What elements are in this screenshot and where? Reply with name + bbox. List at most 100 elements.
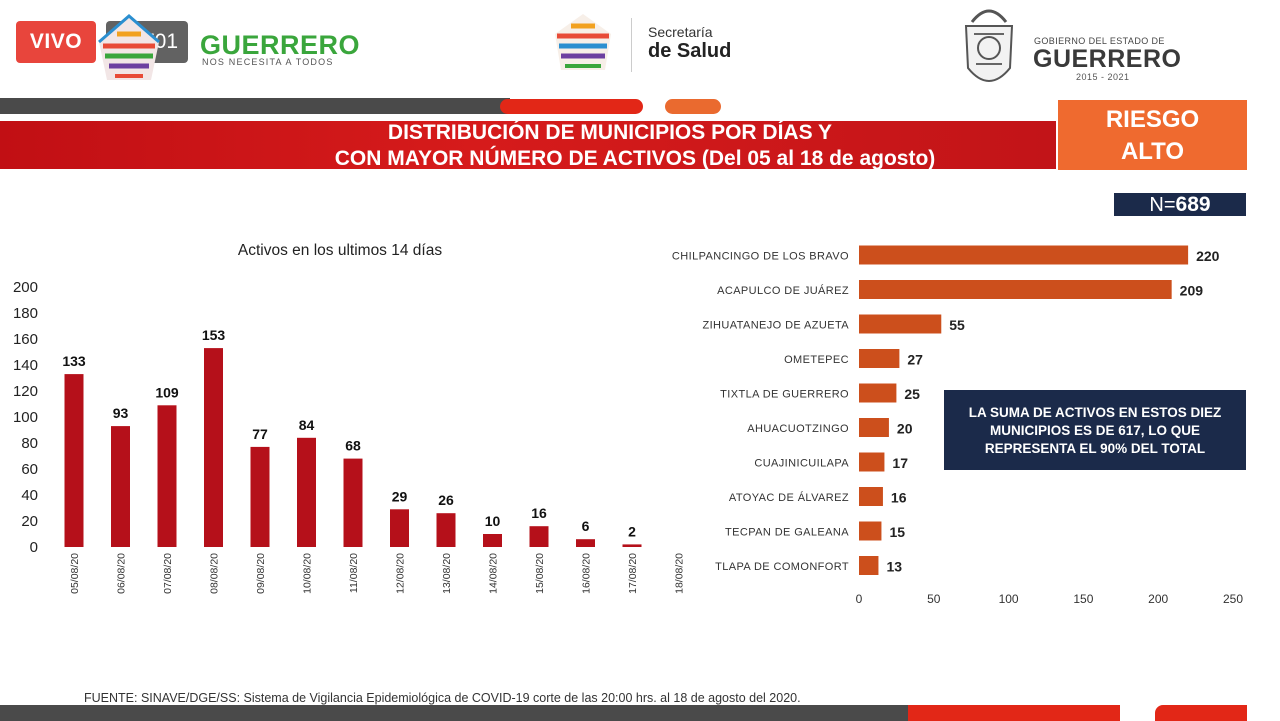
data-label: 77 bbox=[252, 426, 268, 442]
bar bbox=[859, 349, 900, 368]
data-label: 55 bbox=[949, 317, 965, 333]
info-box: LA SUMA DE ACTIVOS EN ESTOS DIEZ MUNICIP… bbox=[944, 390, 1246, 470]
x-tick-label: 18/08/20 bbox=[674, 553, 686, 594]
n-prefix: N= bbox=[1149, 194, 1176, 216]
y-tick-label: 200 bbox=[13, 279, 38, 296]
state-shield-icon bbox=[964, 9, 1014, 82]
bar bbox=[859, 521, 882, 541]
x-tick-label: 06/08/20 bbox=[116, 553, 128, 594]
data-label: 68 bbox=[345, 438, 361, 454]
data-label: 209 bbox=[1180, 283, 1204, 299]
n-value: 689 bbox=[1175, 193, 1211, 216]
category-label: OMETEPEC bbox=[784, 354, 849, 366]
category-label: TECPAN DE GALEANA bbox=[725, 527, 849, 539]
y-tick-label: 80 bbox=[21, 435, 38, 452]
data-label: 17 bbox=[892, 455, 908, 471]
top-stripe-grey bbox=[0, 98, 510, 114]
x-tick-label: 08/08/20 bbox=[209, 553, 221, 594]
data-label: 27 bbox=[907, 352, 923, 368]
bar bbox=[529, 526, 549, 547]
brand-wordmark: GUERRERO bbox=[200, 30, 361, 60]
data-label: 84 bbox=[299, 417, 315, 433]
live-badge: VIVO bbox=[16, 21, 96, 63]
secretaria-salud-logo-icon bbox=[555, 14, 611, 70]
category-label: CUAJINICUILAPA bbox=[754, 458, 849, 470]
data-label: 133 bbox=[62, 353, 86, 369]
bar bbox=[111, 426, 130, 547]
bar bbox=[390, 509, 409, 547]
x-tick-label: 15/08/20 bbox=[534, 553, 546, 594]
bar bbox=[343, 458, 363, 547]
risk-badge: RIESGO ALTO bbox=[1058, 100, 1247, 170]
bar bbox=[859, 280, 1172, 299]
top-stripe-orange bbox=[665, 99, 721, 114]
bar bbox=[157, 405, 177, 547]
category-label: CHILPANCINGO DE LOS BRAVO bbox=[672, 251, 849, 263]
logo-divider bbox=[631, 18, 632, 72]
x-tick-label: 05/08/20 bbox=[69, 553, 81, 594]
data-label: 25 bbox=[904, 386, 920, 402]
gobierno-line1: GOBIERNO DEL ESTADO DE bbox=[1034, 36, 1165, 46]
bar bbox=[576, 539, 595, 547]
bar bbox=[859, 418, 889, 437]
bar bbox=[204, 348, 223, 547]
x-tick-label: 16/08/20 bbox=[581, 553, 593, 594]
x-tick-label: 250 bbox=[1223, 592, 1243, 606]
bar bbox=[859, 383, 897, 403]
category-label: TIXTLA DE GUERRERO bbox=[720, 389, 849, 401]
data-label: 15 bbox=[889, 524, 905, 540]
bar bbox=[64, 374, 84, 547]
x-tick-label: 150 bbox=[1073, 592, 1093, 606]
brand-tagline: NOS NECESITA A TODOS bbox=[202, 57, 334, 67]
data-label: 16 bbox=[531, 505, 547, 521]
y-tick-label: 120 bbox=[13, 383, 38, 400]
data-label: 153 bbox=[202, 327, 226, 343]
bar bbox=[297, 437, 316, 547]
x-tick-label: 14/08/20 bbox=[488, 553, 500, 594]
page-title: DISTRIBUCIÓN DE MUNICIPIOS POR DÍAS Y CO… bbox=[240, 120, 980, 172]
y-tick-label: 100 bbox=[13, 409, 38, 426]
bar bbox=[859, 245, 1189, 265]
x-tick-label: 0 bbox=[856, 592, 863, 606]
x-tick-label: 10/08/20 bbox=[302, 553, 314, 594]
daily-active-bar-chart: Activos en los ultimos 14 días 0 20 40 60 80 1… bbox=[13, 242, 686, 594]
bar bbox=[859, 487, 883, 506]
x-tick-label: 09/08/20 bbox=[255, 553, 267, 594]
y-tick-label: 0 bbox=[30, 539, 38, 556]
bar bbox=[622, 544, 642, 547]
title-line2: CON MAYOR NÚMERO DE ACTIVOS (Del 05 al 1… bbox=[334, 147, 936, 170]
x-tick-label: 12/08/20 bbox=[395, 553, 407, 594]
risk-line1: RIESGO bbox=[1105, 106, 1200, 133]
chart-title: Activos en los ultimos 14 días bbox=[238, 242, 442, 259]
data-label: 16 bbox=[891, 490, 907, 506]
x-tick-label: 200 bbox=[1148, 592, 1168, 606]
guerrero-logo-icon bbox=[98, 14, 160, 80]
title-line1: DISTRIBUCIÓN DE MUNICIPIOS POR DÍAS Y bbox=[387, 121, 833, 144]
bottom-stripe-red-right bbox=[1155, 705, 1247, 721]
bar bbox=[250, 446, 270, 547]
category-label: TLAPA DE COMONFORT bbox=[715, 561, 849, 573]
data-label: 26 bbox=[438, 492, 454, 508]
y-tick-label: 20 bbox=[21, 513, 38, 530]
x-tick-label: 50 bbox=[927, 592, 941, 606]
title-banner bbox=[0, 121, 1056, 169]
secretaria-line2: de Salud bbox=[648, 40, 732, 62]
data-label: 10 bbox=[485, 513, 501, 529]
x-tick-label: 17/08/20 bbox=[627, 553, 639, 594]
category-label: ACAPULCO DE JUÁREZ bbox=[717, 284, 849, 297]
data-label: 220 bbox=[1196, 248, 1220, 264]
bar bbox=[859, 556, 879, 575]
total-n-badge: N=689 bbox=[1114, 193, 1246, 216]
data-label: 29 bbox=[392, 488, 408, 504]
y-tick-label: 160 bbox=[13, 331, 38, 348]
data-label: 93 bbox=[113, 405, 129, 421]
municipality-bar-chart: CHILPANCINGO DE LOS BRAVO 220 ACAPULCO DE … bbox=[672, 245, 1243, 606]
secretaria-line1: Secretaría bbox=[648, 24, 713, 40]
gobierno-line2: GUERRERO bbox=[1033, 45, 1182, 73]
x-tick-label: 100 bbox=[999, 592, 1019, 606]
x-tick-label: 07/08/20 bbox=[162, 553, 174, 594]
data-label: 20 bbox=[897, 421, 913, 437]
top-stripe-red bbox=[500, 99, 643, 114]
category-label: AHUACUOTZINGO bbox=[747, 423, 849, 435]
x-tick-label: 13/08/20 bbox=[441, 553, 453, 594]
